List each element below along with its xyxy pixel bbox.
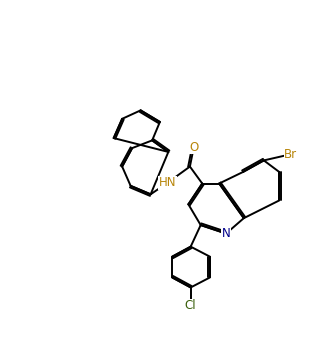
Text: HN: HN	[159, 176, 176, 189]
Text: Cl: Cl	[185, 299, 197, 312]
Text: Br: Br	[284, 148, 297, 161]
Text: O: O	[189, 141, 198, 154]
Text: N: N	[222, 227, 230, 240]
